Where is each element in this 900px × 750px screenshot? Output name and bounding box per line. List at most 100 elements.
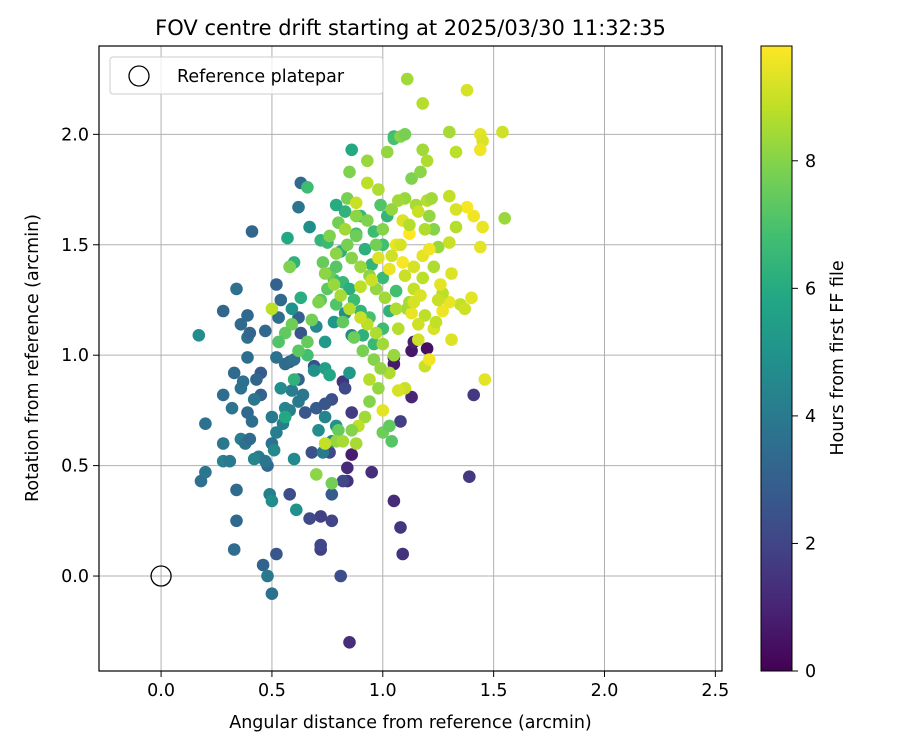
- data-point: [405, 390, 418, 404]
- data-point: [341, 238, 354, 252]
- data-points: [192, 72, 512, 649]
- data-point: [354, 280, 367, 294]
- data-point: [318, 437, 332, 450]
- data-point: [256, 558, 270, 572]
- data-point: [305, 446, 319, 459]
- data-point: [387, 494, 401, 508]
- y-tick-label: 0.0: [61, 567, 89, 587]
- data-point: [285, 384, 299, 397]
- data-point: [323, 229, 336, 243]
- data-point: [394, 521, 407, 534]
- data-point: [416, 143, 430, 157]
- data-point: [376, 404, 390, 417]
- data-point: [327, 278, 341, 291]
- data-point: [192, 329, 206, 342]
- data-point: [310, 468, 323, 481]
- data-point: [303, 512, 316, 525]
- data-point: [265, 587, 279, 600]
- data-point: [418, 223, 432, 236]
- data-point: [301, 335, 314, 349]
- data-point: [318, 267, 332, 280]
- data-point: [389, 284, 403, 298]
- data-point: [225, 401, 239, 415]
- data-point: [336, 435, 350, 448]
- data-point: [443, 295, 456, 309]
- data-point: [329, 247, 343, 260]
- data-point: [365, 273, 379, 287]
- data-point: [376, 223, 390, 236]
- data-point: [314, 510, 328, 523]
- data-point: [294, 326, 308, 340]
- data-point: [449, 220, 463, 234]
- data-point: [372, 382, 385, 395]
- x-axis-label: Angular distance from reference (arcmin): [229, 713, 592, 733]
- data-point: [334, 569, 348, 583]
- colorbar-tick-label: 6: [805, 279, 816, 299]
- data-point: [274, 382, 288, 395]
- data-point: [272, 311, 285, 324]
- data-point: [312, 424, 325, 437]
- data-point: [250, 373, 263, 386]
- data-point: [412, 318, 425, 331]
- data-point: [431, 293, 445, 307]
- legend-label: Reference platepar: [177, 67, 345, 87]
- data-point: [349, 209, 363, 223]
- data-point: [345, 448, 359, 461]
- data-point: [230, 282, 243, 296]
- data-point: [496, 125, 509, 139]
- data-point: [387, 348, 401, 362]
- data-point: [394, 238, 407, 252]
- data-point: [367, 337, 381, 351]
- data-point: [374, 362, 387, 375]
- data-point: [287, 373, 301, 386]
- data-point: [365, 465, 379, 479]
- data-point: [361, 154, 374, 168]
- data-point: [376, 271, 390, 285]
- data-point: [332, 424, 345, 437]
- data-point: [436, 304, 449, 318]
- data-point: [216, 304, 230, 318]
- y-axis-label: Rotation from reference (arcmin): [23, 214, 43, 502]
- data-point: [458, 302, 472, 316]
- x-tick-label: 0.0: [147, 681, 175, 701]
- data-point: [343, 282, 356, 296]
- data-point: [369, 326, 383, 340]
- reference-marker-group: [150, 565, 172, 587]
- data-point: [418, 309, 432, 322]
- colorbar: 0 2 4 6 8 Hours from first FF file: [760, 45, 848, 682]
- data-point: [443, 125, 456, 139]
- data-point: [343, 366, 356, 380]
- data-point: [476, 220, 489, 234]
- data-point: [363, 373, 376, 386]
- data-point: [329, 198, 343, 212]
- data-point: [270, 426, 283, 439]
- data-point: [241, 351, 254, 364]
- data-point: [385, 203, 399, 216]
- data-point: [199, 417, 212, 431]
- data-point: [361, 176, 374, 190]
- data-point: [498, 212, 512, 225]
- data-point: [247, 393, 261, 406]
- data-point: [334, 289, 348, 302]
- data-point: [329, 260, 343, 274]
- data-point: [343, 302, 356, 316]
- data-point: [349, 229, 363, 243]
- data-point: [314, 538, 328, 552]
- data-point: [227, 366, 241, 380]
- data-point: [343, 636, 356, 649]
- data-point: [283, 260, 297, 274]
- colorbar-tick-label: 4: [805, 407, 816, 427]
- x-tick-label: 0.5: [258, 681, 286, 701]
- x-tick-label: 2.0: [591, 681, 619, 701]
- data-point: [345, 251, 359, 265]
- data-point: [392, 322, 405, 336]
- data-point: [265, 494, 279, 508]
- data-point: [318, 410, 332, 424]
- data-point: [323, 368, 336, 382]
- x-tick-label: 2.5: [701, 681, 729, 701]
- data-point: [460, 83, 474, 97]
- colorbar-tick-label: 8: [805, 152, 816, 172]
- legend-box: [109, 56, 384, 95]
- y-tick-label: 2.0: [61, 125, 89, 145]
- data-point: [427, 260, 441, 274]
